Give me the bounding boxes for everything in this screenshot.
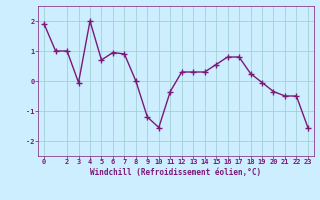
X-axis label: Windchill (Refroidissement éolien,°C): Windchill (Refroidissement éolien,°C) [91, 168, 261, 177]
